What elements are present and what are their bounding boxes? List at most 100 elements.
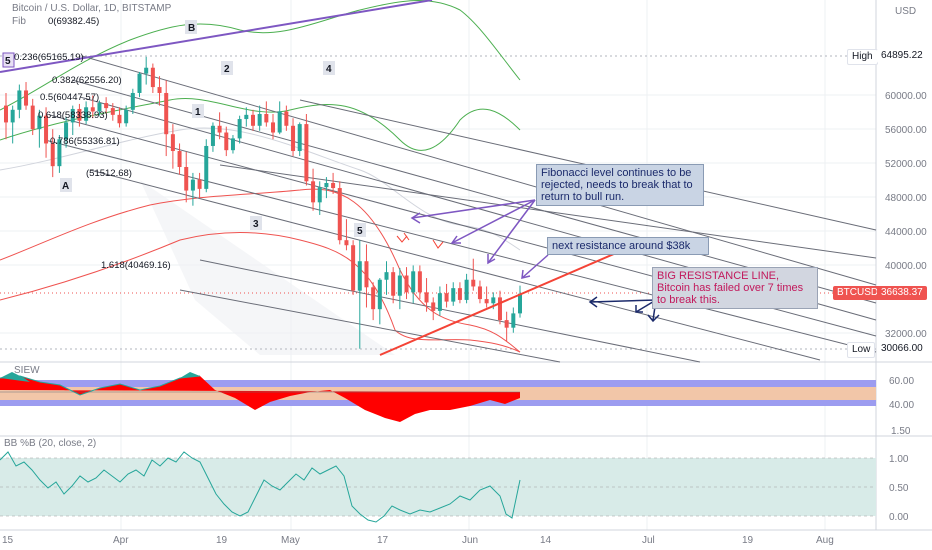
fib-label-1: (51512.68) <box>86 168 132 179</box>
candle-body <box>77 108 82 121</box>
candle-body <box>70 108 75 123</box>
candle-body <box>424 292 429 303</box>
fib-label-0786: 0.786(55336.81) <box>50 136 120 147</box>
big-resistance-note[interactable]: BIG RESISTANCE LINE, Bitcoin has failed … <box>652 267 818 309</box>
candle-body <box>137 73 142 93</box>
last-symbol-badge: BTCUSD <box>833 286 883 300</box>
time-tick-19a: 19 <box>216 535 228 546</box>
price-tick-56000: 56000.00 <box>885 125 927 136</box>
candle-body <box>431 302 436 311</box>
candle-body <box>291 125 296 152</box>
candle-body <box>197 179 202 189</box>
candle-body <box>397 275 402 296</box>
candle-body <box>451 288 456 302</box>
indicator1-label[interactable]: SIEW <box>14 365 40 376</box>
ind1-tick-40: 40.00 <box>889 400 914 411</box>
candle-body <box>217 125 222 133</box>
candle-body <box>504 320 509 328</box>
candle-body <box>517 293 523 314</box>
indicator2-label[interactable]: BB %B (20, close, 2) <box>4 438 96 449</box>
candle-body <box>284 111 289 126</box>
ind1-band-top <box>0 380 876 387</box>
candle-body <box>224 132 229 151</box>
indicator2-label-text: BB %B (20, close, 2) <box>4 438 97 449</box>
candle-body <box>391 272 396 296</box>
currency-label: USD <box>895 6 916 17</box>
candle-body <box>331 182 336 189</box>
fib-label-0236: 0.236(65165.19) <box>14 52 84 63</box>
candle-body <box>444 293 449 302</box>
time-tick-15: 15 <box>2 535 14 546</box>
fib-rejection-note[interactable]: Fibonacci level continues to be rejected… <box>536 164 704 206</box>
price-tick-40000: 40000.00 <box>885 261 927 272</box>
candle-body <box>244 114 249 120</box>
fib-label-1618: 1.618(40469.16) <box>101 260 171 271</box>
ind2-tick-05: 0.50 <box>889 483 909 494</box>
ind1-tick-60: 60.00 <box>889 376 914 387</box>
annotation-arrows <box>410 199 549 279</box>
time-tick-19b: 19 <box>742 535 754 546</box>
wave-B: B <box>188 23 195 34</box>
candle-body <box>304 124 309 182</box>
candle-body <box>344 240 349 246</box>
time-tick-17: 17 <box>377 535 389 546</box>
candle-body <box>150 67 155 88</box>
fib-indicator-title[interactable]: Fib <box>12 16 26 27</box>
time-tick-apr: Apr <box>113 535 129 546</box>
ind1-axis: 60.00 40.00 1.50 <box>889 376 914 437</box>
candle-body <box>97 103 102 112</box>
resistance-note[interactable]: next resistance around $38k <box>547 237 709 255</box>
candle-body <box>477 286 482 300</box>
price-tick-60000: 60000.00 <box>885 91 927 102</box>
fib-label-0: 0(69382.45) <box>48 16 99 27</box>
candle-body <box>177 151 182 168</box>
time-axis[interactable]: 15 Apr 19 May 17 Jun 14 Jul 19 Aug <box>2 535 834 546</box>
candle-body <box>324 182 329 188</box>
resistance-text: next resistance around $38k <box>552 240 691 252</box>
last-price: 36638.37 <box>881 287 923 298</box>
bb-lower-2 <box>0 232 521 353</box>
high-badge: High <box>847 49 878 65</box>
fib-label-0618: 0.618(58338.93) <box>38 110 108 121</box>
candle-body <box>10 109 15 123</box>
candle-body <box>144 67 149 74</box>
wave-1: 1 <box>195 107 201 118</box>
candle-body <box>384 272 389 280</box>
candle-body <box>351 245 356 291</box>
candle-body <box>50 143 55 167</box>
fib-title-text: Fib <box>12 16 26 27</box>
price-tick-32000: 32000.00 <box>885 329 927 340</box>
candle-body <box>471 279 476 287</box>
big-resistance-text: BIG RESISTANCE LINE, Bitcoin has failed … <box>657 270 804 306</box>
candle-body <box>84 107 89 121</box>
time-tick-14: 14 <box>540 535 552 546</box>
candle-body <box>364 261 369 288</box>
candle-body <box>377 279 382 310</box>
symbol-title[interactable]: Bitcoin / U.S. Dollar, 1D, BITSTAMP <box>12 3 171 14</box>
price-tick-44000: 44000.00 <box>885 227 927 238</box>
resistance-trendline[interactable] <box>379 246 631 356</box>
ind2-tick-1: 1.00 <box>889 454 909 465</box>
candle-body <box>277 111 282 133</box>
candle-body <box>170 134 175 152</box>
indicator1-label-text: SIEW <box>14 365 40 376</box>
wave-labels: B 5 2 4 1 A 3 5 <box>2 20 366 237</box>
bb-upper <box>0 0 521 111</box>
last-symbol: BTCUSD <box>837 287 879 298</box>
candle-body <box>204 145 209 189</box>
candle-body <box>3 105 9 123</box>
candle-body <box>457 288 462 300</box>
candle-body <box>110 108 115 115</box>
candle-body <box>250 114 255 126</box>
pitchfork-line <box>0 0 433 73</box>
candle-body <box>317 187 322 203</box>
candle-body <box>437 293 442 311</box>
candle-body <box>297 124 302 152</box>
time-tick-jul: Jul <box>642 535 655 546</box>
fib-labels: 0(69382.45) 0.236(65165.19) 0.382(62556.… <box>14 16 171 271</box>
candle-body <box>57 139 62 167</box>
price-axis[interactable]: USD 60000.00 56000.00 52000.00 48000.00 … <box>885 6 927 340</box>
grid-lines <box>0 0 876 530</box>
high-value-badge: 64895.22 <box>877 49 927 63</box>
rejection-arrows <box>396 232 444 249</box>
